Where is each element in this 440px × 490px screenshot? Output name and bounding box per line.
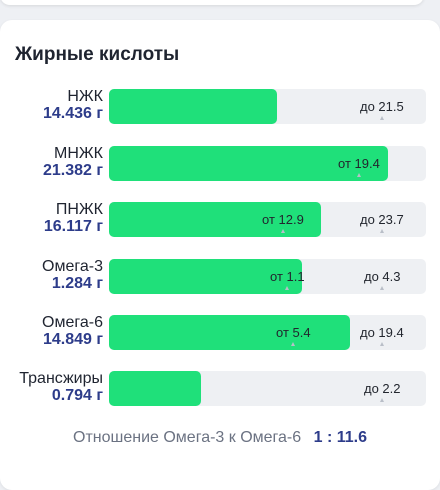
progress-fill <box>109 202 321 237</box>
omega-ratio: Отношение Омега-3 к Омега-6 1 : 11.6 <box>0 429 440 447</box>
max-norm-label: до 23.7 <box>360 212 404 227</box>
max-norm-label: до 21.5 <box>360 99 404 114</box>
fatty-acid-name: Трансжиры <box>19 370 103 387</box>
fatty-acid-name: МНЖК <box>54 145 103 162</box>
max-norm-marker <box>380 342 384 346</box>
fatty-acid-row: ПНЖК 16.117 г от 12.9 до 23.7 <box>0 201 440 249</box>
fatty-acid-amount: 21.382 г <box>42 162 103 179</box>
fatty-acid-row: МНЖК 21.382 г от 19.4 <box>0 145 440 193</box>
min-norm-marker <box>291 342 295 346</box>
min-norm-label: от 1.1 <box>270 269 305 284</box>
max-norm-label: до 2.2 <box>364 381 401 396</box>
progress-track: от 1.1 до 4.3 <box>109 259 426 294</box>
omega-ratio-label: Отношение Омега-3 к Омега-6 <box>73 429 302 446</box>
fatty-acid-label: Трансжиры 0.794 г <box>3 370 103 404</box>
fatty-acid-name: Омега-3 <box>42 258 103 275</box>
fatty-acid-row: Трансжиры 0.794 г до 2.2 <box>0 370 440 418</box>
min-norm-label: от 19.4 <box>338 156 380 171</box>
progress-track: до 2.2 <box>109 371 426 406</box>
omega-ratio-value: 1 : 11.6 <box>313 429 367 446</box>
progress-track: от 19.4 <box>109 146 426 181</box>
min-norm-marker <box>357 173 361 177</box>
fatty-acid-row: Омега-3 1.284 г от 1.1 до 4.3 <box>0 258 440 306</box>
max-norm-marker <box>380 398 384 402</box>
fatty-acid-label: Омега-3 1.284 г <box>3 258 103 292</box>
fatty-acid-row: НЖК 14.436 г до 21.5 <box>0 88 440 136</box>
max-norm-marker <box>380 229 384 233</box>
min-norm-marker <box>281 229 285 233</box>
min-norm-label: от 5.4 <box>276 325 311 340</box>
fatty-acid-name: ПНЖК <box>55 201 103 218</box>
progress-fill <box>109 146 388 181</box>
fatty-acid-label: НЖК 14.436 г <box>3 88 103 122</box>
fatty-acid-amount: 1.284 г <box>51 275 103 292</box>
min-norm-label: от 12.9 <box>262 212 304 227</box>
min-norm-marker <box>285 286 289 290</box>
progress-fill <box>109 89 277 124</box>
progress-track: до 21.5 <box>109 89 426 124</box>
max-norm-label: до 19.4 <box>360 325 404 340</box>
fatty-acid-row: Омега-6 14.849 г от 5.4 до 19.4 <box>0 314 440 362</box>
previous-card <box>0 0 424 5</box>
fatty-acid-amount: 14.849 г <box>42 331 103 348</box>
progress-track: от 5.4 до 19.4 <box>109 315 426 350</box>
max-norm-label: до 4.3 <box>364 269 401 284</box>
max-norm-marker <box>380 116 384 120</box>
fatty-acid-label: Омега-6 14.849 г <box>3 314 103 348</box>
fatty-acid-name: Омега-6 <box>42 314 103 331</box>
progress-fill <box>109 371 201 406</box>
fatty-acid-name: НЖК <box>67 88 103 105</box>
fatty-acid-amount: 16.117 г <box>43 218 103 235</box>
progress-track: от 12.9 до 23.7 <box>109 202 426 237</box>
fatty-acid-label: МНЖК 21.382 г <box>3 145 103 179</box>
progress-fill <box>109 259 302 294</box>
card-title: Жирные кислоты <box>15 44 180 65</box>
fatty-acid-amount: 0.794 г <box>51 387 103 404</box>
progress-fill <box>109 315 350 350</box>
fatty-acid-label: ПНЖК 16.117 г <box>3 201 103 235</box>
fatty-acid-amount: 14.436 г <box>42 105 103 122</box>
max-norm-marker <box>380 286 384 290</box>
